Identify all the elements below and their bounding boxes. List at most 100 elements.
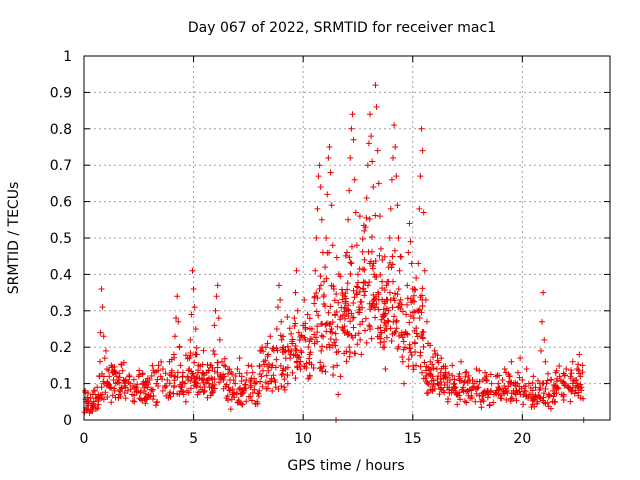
data-marker (289, 340, 296, 347)
data-marker (366, 278, 373, 285)
y-tick-label: 1 (63, 49, 72, 65)
data-marker (186, 366, 193, 373)
data-marker (344, 286, 351, 293)
data-marker (314, 294, 321, 301)
data-marker (222, 363, 229, 370)
data-marker (297, 366, 304, 373)
data-marker (370, 304, 377, 311)
data-marker (429, 387, 436, 394)
data-marker (351, 176, 358, 183)
data-marker (292, 375, 299, 382)
data-marker (403, 311, 410, 318)
data-marker (496, 372, 503, 379)
data-marker (247, 384, 254, 391)
data-marker (281, 386, 288, 393)
data-marker (173, 315, 180, 322)
data-marker (256, 362, 263, 369)
data-marker (367, 326, 374, 333)
data-marker (568, 388, 575, 395)
data-marker (334, 362, 341, 369)
data-marker (331, 311, 338, 318)
data-marker (372, 212, 379, 219)
data-marker (319, 343, 326, 350)
data-marker (578, 384, 585, 391)
data-marker (318, 321, 325, 328)
data-marker (433, 366, 440, 373)
data-marker (461, 398, 468, 405)
data-marker (468, 395, 475, 402)
data-marker (540, 390, 547, 397)
data-marker (82, 387, 89, 394)
data-marker (419, 285, 426, 292)
data-marker (94, 384, 101, 391)
data-marker (328, 202, 335, 209)
data-marker (577, 394, 584, 401)
data-marker (148, 373, 155, 380)
data-marker (502, 369, 509, 376)
data-marker (265, 360, 272, 367)
data-marker (157, 373, 164, 380)
data-marker (325, 154, 332, 161)
data-marker (416, 314, 423, 321)
data-marker (501, 366, 508, 373)
data-marker (359, 318, 366, 325)
data-marker (154, 376, 161, 383)
data-marker (293, 267, 300, 274)
data-marker (577, 373, 584, 380)
data-marker (327, 169, 334, 176)
data-marker (384, 296, 391, 303)
data-marker (407, 238, 414, 245)
data-marker (404, 331, 411, 338)
data-marker (435, 359, 442, 366)
data-marker (364, 282, 371, 289)
data-marker (319, 249, 326, 256)
data-marker (360, 279, 367, 286)
data-marker (313, 290, 320, 297)
data-marker (216, 379, 223, 386)
data-marker (223, 395, 230, 402)
data-marker (390, 278, 397, 285)
data-marker (288, 347, 295, 354)
data-marker (393, 317, 400, 324)
data-marker (270, 372, 277, 379)
y-tick-label: 0.2 (50, 340, 72, 356)
data-marker (237, 385, 244, 392)
data-marker (413, 362, 420, 369)
data-marker (349, 111, 356, 118)
data-marker (229, 385, 236, 392)
data-marker (346, 187, 353, 194)
data-marker (322, 303, 329, 310)
data-marker (328, 282, 335, 289)
data-marker (370, 184, 377, 191)
data-marker (519, 376, 526, 383)
data-marker (317, 365, 324, 372)
data-marker (527, 384, 534, 391)
data-marker (273, 356, 280, 363)
data-marker (464, 387, 471, 394)
data-marker (177, 388, 184, 395)
data-marker (436, 391, 443, 398)
data-marker (232, 380, 239, 387)
data-marker (142, 400, 149, 407)
data-marker (398, 329, 405, 336)
data-marker (422, 296, 429, 303)
data-marker (388, 176, 395, 183)
data-marker (326, 249, 333, 256)
data-marker (574, 366, 581, 373)
data-marker (396, 300, 403, 307)
data-marker (289, 369, 296, 376)
data-marker (118, 384, 125, 391)
data-marker (510, 380, 517, 387)
data-marker (335, 299, 342, 306)
data-marker (306, 359, 313, 366)
data-marker (323, 275, 330, 282)
data-marker (354, 291, 361, 298)
data-marker (104, 366, 111, 373)
data-marker (369, 302, 376, 309)
data-marker (417, 363, 424, 370)
data-marker (479, 376, 486, 383)
data-marker (163, 382, 170, 389)
data-marker (140, 380, 147, 387)
data-marker (88, 402, 95, 409)
